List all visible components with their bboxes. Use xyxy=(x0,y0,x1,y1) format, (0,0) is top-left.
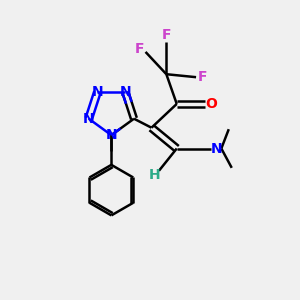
Text: H: H xyxy=(148,168,160,182)
Text: N: N xyxy=(83,112,94,126)
Text: N: N xyxy=(106,128,117,142)
Text: N: N xyxy=(211,142,223,155)
Text: O: O xyxy=(206,97,218,111)
Text: F: F xyxy=(162,28,171,42)
Text: F: F xyxy=(198,70,207,84)
Text: N: N xyxy=(92,85,103,99)
Text: F: F xyxy=(134,42,144,56)
Text: N: N xyxy=(119,85,131,99)
